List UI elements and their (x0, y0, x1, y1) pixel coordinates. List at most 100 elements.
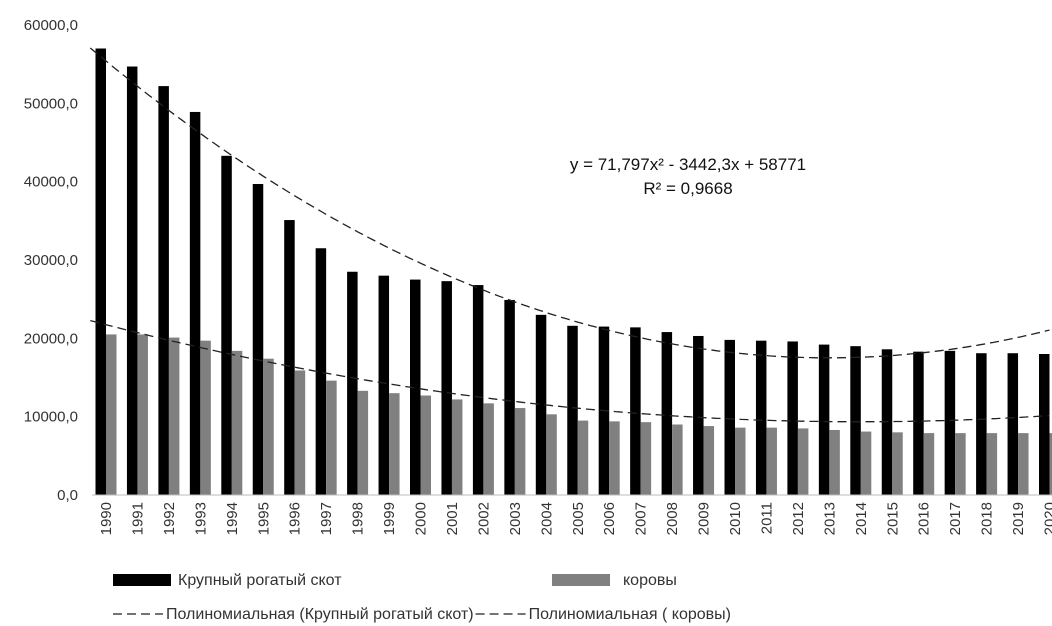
bar-cows (892, 432, 903, 495)
bar-cows (703, 426, 715, 495)
bar-cows (263, 358, 274, 495)
x-tick-label: 1998 (350, 502, 367, 535)
x-tick-label: 2005 (570, 502, 587, 535)
bar-cows (137, 334, 148, 495)
bar-cows (514, 408, 526, 495)
bar-cattle (221, 155, 232, 495)
x-tick-label: 2015 (884, 502, 901, 535)
legend-label-trend-cattle: Полиномиальная (Крупный рогатый скот) (166, 606, 474, 623)
x-tick-label: 2016 (916, 502, 933, 535)
bar-cows (672, 424, 683, 495)
bar-cattle (661, 332, 673, 495)
bar-cattle (535, 314, 547, 495)
x-axis-tick-labels: 1990 1991 1992 1993 1994 1995 1996 1997 1998 1999… (98, 502, 1052, 535)
bar-cattle (284, 220, 295, 496)
bar-cows (168, 337, 180, 495)
bar-cows (955, 433, 966, 495)
bar-cows (420, 395, 431, 495)
x-tick-label: 1996 (287, 502, 304, 535)
bar-cows (200, 340, 211, 495)
x-tick-label: 1990 (98, 502, 115, 535)
bar-cows (1018, 433, 1029, 495)
bar-cattle (347, 271, 358, 495)
bar-cattle (630, 327, 641, 495)
x-tick-label: 2001 (444, 502, 461, 535)
y-tick-label: 40000,0 (24, 174, 78, 191)
x-tick-label: 1999 (381, 502, 398, 535)
y-tick-label: 20000,0 (24, 330, 78, 347)
legend-label-cows: коровы (623, 572, 677, 589)
bar-cows (106, 334, 117, 495)
bar-cattle (850, 346, 861, 495)
bar-cattle (378, 275, 390, 495)
bar-cattle (410, 279, 421, 495)
bar-cows (231, 350, 243, 495)
bar-cows (451, 399, 463, 495)
legend-label-cattle: Крупный рогатый скот (178, 572, 342, 589)
y-tick-label: 60000,0 (24, 17, 78, 34)
bar-cattle (95, 48, 106, 495)
bar-cows (609, 421, 620, 495)
x-tick-label: 1994 (224, 502, 241, 535)
bar-cows (1049, 433, 1052, 495)
bar-cattle (755, 340, 767, 495)
x-tick-label: 2010 (727, 502, 744, 535)
legend-swatch-cows (552, 574, 610, 586)
trendlines-group (89, 47, 1050, 423)
y-axis-tick-labels: 0,0 10000,0 20000,0 30000,0 40000,0 50000,0 60… (24, 17, 78, 504)
bar-cattle (189, 111, 201, 495)
bar-cattle (252, 184, 264, 495)
x-tick-label: 2008 (664, 502, 681, 535)
y-tick-label: 50000,0 (24, 95, 78, 112)
bar-cows (546, 414, 557, 495)
legend-label-trend-cows: Полиномиальная ( коровы) (529, 606, 731, 623)
bar-cattle (472, 285, 484, 495)
bar-cows (860, 431, 872, 495)
x-tick-label: 1995 (255, 502, 272, 535)
x-tick-label: 1993 (192, 502, 209, 535)
trendline-cattle (89, 47, 1050, 359)
x-tick-label: 2000 (413, 502, 430, 535)
bar-cattle (693, 335, 704, 495)
bar-cows (326, 380, 337, 495)
x-tick-label: 2013 (821, 502, 838, 535)
legend: Крупный рогатый скот коровы Полиномиальн… (113, 572, 731, 623)
x-tick-label: 2007 (633, 502, 650, 535)
y-tick-label: 30000,0 (24, 252, 78, 269)
bar-cattle (976, 353, 987, 495)
bar-cattle (787, 341, 798, 495)
bar-cattle (315, 248, 327, 495)
x-tick-label: 2012 (790, 502, 807, 535)
x-tick-label: 2009 (696, 502, 713, 535)
bar-cows (923, 433, 935, 495)
bar-cows (986, 433, 998, 495)
x-tick-label: 2017 (947, 502, 964, 535)
bar-cows (577, 420, 589, 495)
bar-cattle (126, 66, 138, 496)
bar-cows (357, 390, 369, 495)
bar-cows (735, 427, 746, 495)
bar-cattle (441, 281, 452, 495)
y-tick-label: 10000,0 (24, 409, 78, 426)
bar-cows (829, 429, 840, 495)
bar-cattle (158, 86, 169, 495)
x-tick-label: 2011 (758, 502, 775, 534)
x-tick-label: 2002 (475, 502, 492, 535)
x-tick-label: 2014 (853, 502, 870, 535)
x-tick-label: 1997 (318, 502, 335, 535)
bar-cows (797, 428, 809, 495)
bar-cattle (724, 339, 735, 495)
trendline-equation: y = 71,797x² - 3442,3x + 58771 (570, 155, 806, 174)
bar-cattle (504, 299, 515, 495)
bar-cows (640, 422, 652, 495)
trendline-r-squared: R² = 0,9668 (643, 179, 732, 198)
bar-cows (389, 393, 400, 495)
bar-cattle (818, 344, 830, 495)
x-tick-label: 2003 (507, 502, 524, 535)
legend-swatch-cattle (113, 574, 171, 586)
bar-cows (483, 403, 494, 495)
bar-cattle (944, 350, 956, 495)
x-tick-label: 1991 (129, 502, 146, 535)
